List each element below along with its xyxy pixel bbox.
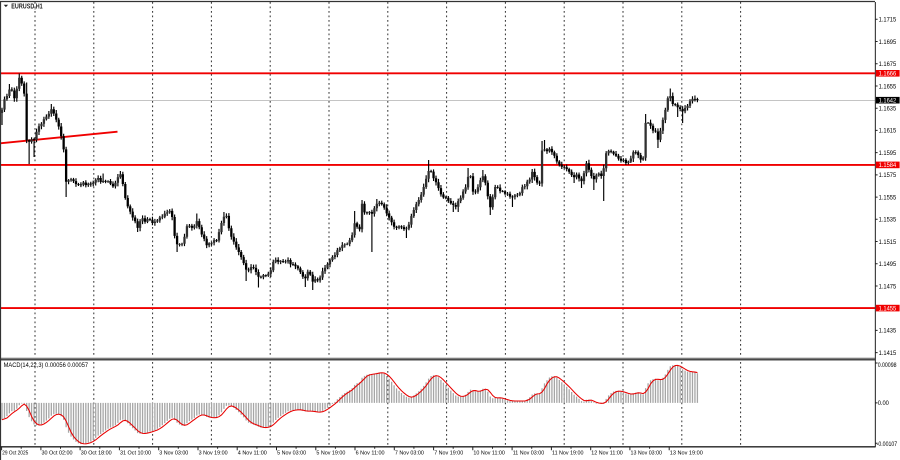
svg-text:6 Nov 11:00: 6 Nov 11:00 — [356, 451, 385, 457]
svg-text:1.1455: 1.1455 — [879, 305, 897, 312]
svg-text:1.1584: 1.1584 — [879, 162, 897, 169]
svg-text:0.00: 0.00 — [878, 400, 890, 407]
svg-text:30 Oct 18:00: 30 Oct 18:00 — [81, 451, 112, 457]
svg-text:1.1615: 1.1615 — [879, 128, 897, 135]
svg-text:1.1515: 1.1515 — [879, 239, 897, 246]
svg-text:1.1635: 1.1635 — [879, 106, 897, 113]
svg-text:1.1475: 1.1475 — [879, 283, 897, 290]
svg-text:3 Nov 03:00: 3 Nov 03:00 — [159, 451, 188, 457]
svg-text:MACD(14,22,3) 0.00056 0.00057: MACD(14,22,3) 0.00056 0.00057 — [4, 362, 89, 369]
svg-text:11 Nov 19:00: 11 Nov 19:00 — [552, 451, 584, 457]
svg-text:1.1495: 1.1495 — [879, 261, 897, 268]
svg-text:EURUSD,H1: EURUSD,H1 — [11, 3, 42, 10]
svg-text:7 Nov 19:00: 7 Nov 19:00 — [434, 451, 463, 457]
svg-text:1.1715: 1.1715 — [879, 17, 897, 24]
svg-text:12 Nov 11:00: 12 Nov 11:00 — [591, 451, 623, 457]
svg-text:1.1642: 1.1642 — [879, 98, 897, 105]
svg-text:1.1575: 1.1575 — [879, 172, 897, 179]
svg-text:0.00098: 0.00098 — [878, 362, 897, 369]
svg-text:1.1435: 1.1435 — [879, 328, 897, 335]
svg-text:5 Nov 03:00: 5 Nov 03:00 — [277, 451, 306, 457]
svg-text:3 Nov 19:00: 3 Nov 19:00 — [199, 451, 228, 457]
svg-text:30 Oct 02:00: 30 Oct 02:00 — [42, 451, 73, 457]
svg-text:11 Nov 03:00: 11 Nov 03:00 — [513, 451, 545, 457]
svg-text:1.1695: 1.1695 — [879, 39, 897, 46]
svg-text:1.1675: 1.1675 — [879, 61, 897, 68]
svg-text:7 Nov 03:00: 7 Nov 03:00 — [395, 451, 424, 457]
svg-text:29 Oct 2025: 29 Oct 2025 — [2, 451, 28, 457]
svg-text:1.1595: 1.1595 — [879, 150, 897, 157]
svg-text:-0.00107: -0.00107 — [877, 441, 898, 448]
svg-text:10 Nov 11:00: 10 Nov 11:00 — [473, 451, 505, 457]
svg-text:1.1555: 1.1555 — [879, 194, 897, 201]
svg-text:4 Nov 11:00: 4 Nov 11:00 — [238, 451, 267, 457]
svg-text:1.1415: 1.1415 — [879, 350, 897, 357]
svg-text:13 Nov 03:00: 13 Nov 03:00 — [631, 451, 663, 457]
svg-text:1.1655: 1.1655 — [879, 83, 897, 90]
svg-text:1.1535: 1.1535 — [879, 217, 897, 224]
svg-text:1.1666: 1.1666 — [879, 71, 897, 78]
svg-text:5 Nov 19:00: 5 Nov 19:00 — [316, 451, 345, 457]
svg-text:13 Nov 19:00: 13 Nov 19:00 — [670, 451, 703, 457]
svg-text:31 Oct 10:00: 31 Oct 10:00 — [120, 451, 151, 457]
